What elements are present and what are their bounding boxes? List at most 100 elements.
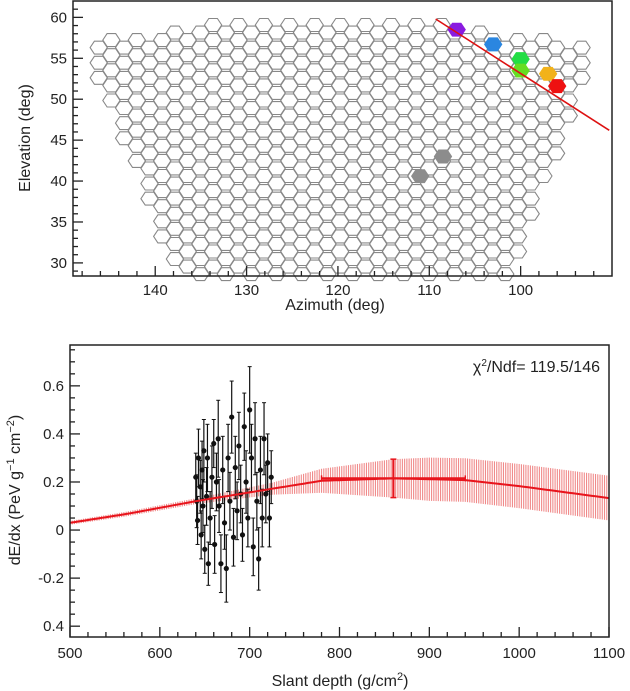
hex-pixel bbox=[572, 70, 591, 85]
marker bbox=[213, 479, 220, 485]
marker bbox=[245, 515, 251, 521]
marker bbox=[248, 455, 255, 461]
data-point bbox=[195, 428, 202, 488]
hex-pixel bbox=[521, 191, 540, 206]
marker bbox=[216, 503, 222, 509]
top-plot-frame bbox=[72, 0, 613, 277]
data-point bbox=[243, 450, 249, 514]
marker bbox=[234, 508, 240, 514]
y-tick-label: 55 bbox=[50, 50, 67, 67]
top-axis-ticks: 140 130 120 110 100 60 55 50 45 40 35 30 bbox=[50, 8, 595, 299]
marker bbox=[266, 515, 273, 521]
hex-pixel bbox=[534, 168, 553, 184]
data-point bbox=[239, 507, 246, 562]
hex-pixel bbox=[508, 214, 528, 229]
data-point bbox=[212, 515, 218, 574]
hex-pixel bbox=[521, 176, 540, 191]
data-point bbox=[200, 479, 206, 533]
hex-pixel bbox=[445, 267, 464, 282]
marker bbox=[193, 474, 199, 480]
data-point bbox=[252, 402, 258, 476]
hex-pixel bbox=[546, 116, 566, 131]
hit-pixel bbox=[410, 169, 430, 184]
hex-pixel bbox=[508, 229, 528, 244]
marker bbox=[223, 565, 229, 572]
hex-pixel bbox=[572, 55, 591, 70]
data-point bbox=[203, 467, 210, 526]
marker bbox=[221, 520, 228, 526]
marker bbox=[200, 503, 206, 509]
marker bbox=[207, 515, 213, 521]
x-tick-label: 600 bbox=[147, 645, 172, 662]
marker bbox=[250, 544, 256, 550]
data-point bbox=[230, 507, 237, 567]
marker bbox=[212, 541, 218, 548]
fit-curve bbox=[69, 477, 610, 524]
data-point bbox=[229, 380, 235, 454]
marker bbox=[195, 455, 202, 461]
marker bbox=[268, 474, 274, 480]
x-tick-label: 130 bbox=[234, 282, 259, 299]
x-tick-label: 140 bbox=[143, 282, 168, 299]
marker bbox=[220, 467, 226, 473]
hex-pixel bbox=[191, 267, 210, 282]
fit-uncertainty-band bbox=[69, 457, 610, 525]
hex-pixel bbox=[496, 267, 515, 282]
x-tick-label: 700 bbox=[237, 645, 262, 662]
data-point bbox=[245, 488, 251, 548]
data-point bbox=[254, 471, 260, 531]
data-point bbox=[268, 450, 274, 505]
hex-pixel bbox=[368, 267, 388, 282]
data-point bbox=[223, 534, 229, 603]
x-tick-label: 800 bbox=[327, 645, 352, 662]
hex-pixel bbox=[292, 267, 312, 282]
marker bbox=[256, 556, 262, 562]
y-tick-label: 0.6 bbox=[43, 378, 64, 395]
hex-pixel bbox=[521, 206, 540, 221]
data-point bbox=[211, 419, 217, 469]
bottom-y-axis-label: dE/dx (PeV g−1 cm−2) bbox=[5, 415, 24, 565]
hex-pixel bbox=[508, 244, 528, 259]
x-tick-label: 100 bbox=[508, 282, 533, 299]
marker bbox=[232, 464, 238, 471]
marker bbox=[227, 498, 233, 504]
y-tick-label: 40 bbox=[50, 173, 67, 190]
data-point bbox=[241, 392, 247, 461]
marker bbox=[265, 460, 271, 466]
marker bbox=[239, 532, 246, 538]
camera-pixel-map: 140 130 120 110 100 60 55 50 45 40 35 30 Azimuth (d… bbox=[17, 0, 613, 314]
hit-pixel bbox=[484, 37, 503, 52]
x-tick-label: 1100 bbox=[593, 645, 625, 662]
y-tick-label: 0.2 bbox=[43, 474, 64, 491]
data-point bbox=[194, 495, 201, 545]
marker bbox=[229, 414, 235, 420]
marker bbox=[257, 467, 264, 473]
marker bbox=[211, 440, 217, 447]
hex-pixel bbox=[394, 267, 413, 282]
x-tick-label: 1000 bbox=[502, 645, 535, 662]
marker bbox=[252, 436, 258, 442]
marker bbox=[198, 532, 204, 538]
data-point bbox=[215, 399, 221, 478]
marker bbox=[247, 407, 253, 413]
data-point bbox=[201, 419, 207, 483]
hit-pixels bbox=[410, 22, 567, 184]
y-tick-label: 45 bbox=[50, 132, 67, 149]
marker bbox=[241, 424, 247, 430]
y-tick-label: 0.4 bbox=[43, 618, 64, 635]
marker bbox=[243, 479, 249, 485]
marker bbox=[194, 517, 201, 524]
marker bbox=[204, 455, 211, 461]
hex-pixel bbox=[216, 267, 236, 282]
hex-pixel bbox=[496, 252, 515, 267]
hex-pixel bbox=[559, 108, 579, 123]
hex-pixel bbox=[546, 131, 566, 146]
top-y-axis-label: Elevation (deg) bbox=[17, 84, 34, 192]
data-point bbox=[225, 423, 231, 493]
y-tick-label: 0.4 bbox=[43, 426, 64, 443]
data-point bbox=[227, 471, 233, 531]
x-tick-label: 500 bbox=[57, 645, 82, 662]
chi2-annotation: χ2/Ndf= 119.5/146 bbox=[473, 358, 600, 376]
marker bbox=[203, 493, 210, 500]
hex-pixel bbox=[343, 267, 363, 282]
